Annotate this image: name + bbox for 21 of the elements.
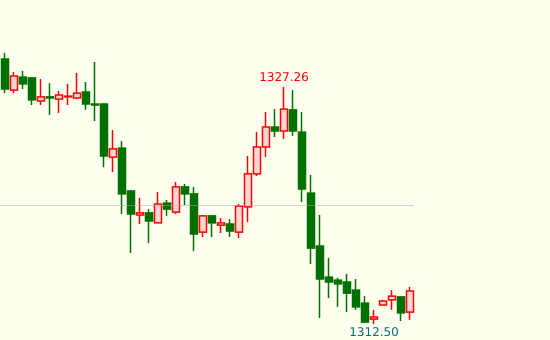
candlestick [162, 199, 172, 217]
candlestick [108, 129, 118, 173]
candlestick [46, 82, 54, 116]
candlestick [136, 197, 144, 225]
candlestick [280, 86, 288, 140]
candlestick [370, 309, 378, 325]
candlestick [0, 52, 10, 94]
annotation: 1312.50 [349, 325, 399, 339]
candlestick [36, 78, 46, 106]
candlestick [172, 181, 180, 215]
candlestick [216, 217, 226, 234]
candlestick [10, 71, 18, 94]
candlestick [406, 286, 414, 321]
candlestick [198, 214, 208, 238]
candlestick [270, 108, 280, 138]
candlestick [226, 218, 234, 238]
annotation: 1327.26 [259, 70, 309, 84]
candlestick [144, 208, 154, 244]
candlestick [154, 191, 162, 224]
candlestick [396, 295, 406, 322]
candlestick [208, 215, 216, 238]
